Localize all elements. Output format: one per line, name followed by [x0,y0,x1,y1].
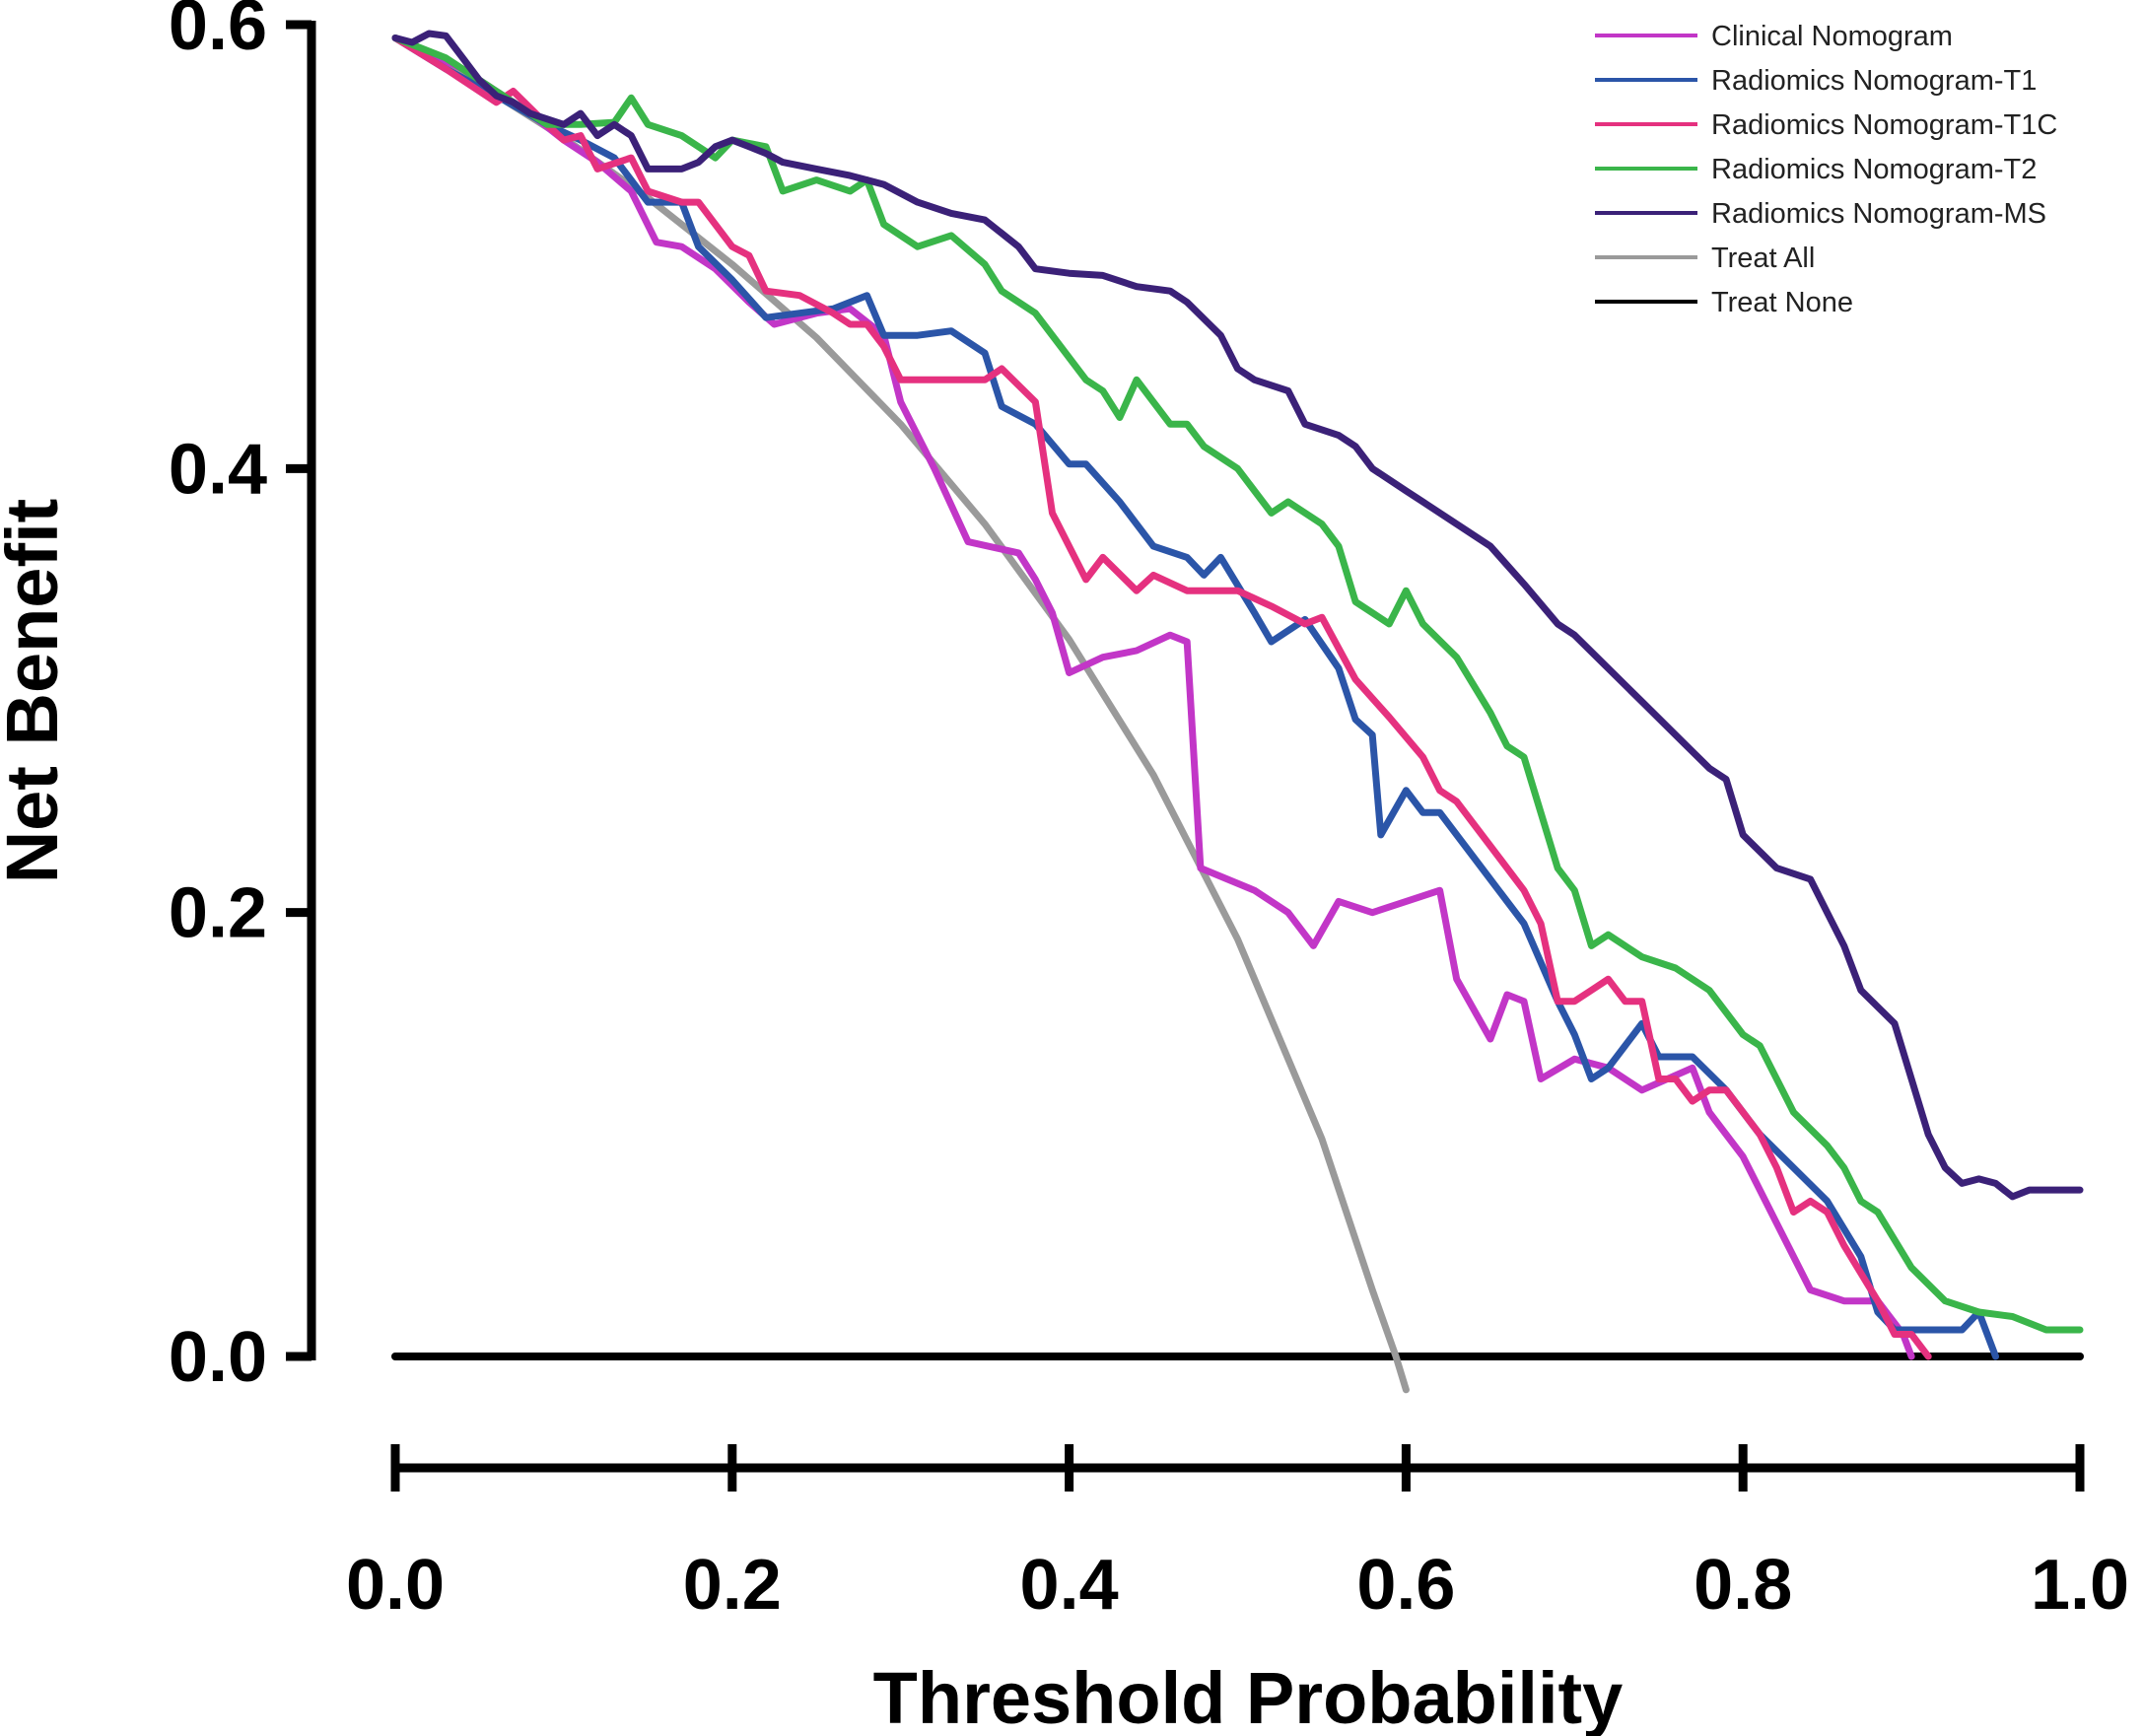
x-tick-label: 0.6 [1356,1546,1455,1625]
y-tick-label: 0.2 [169,874,267,953]
y-tick-label: 0.0 [169,1318,267,1397]
series-line-treat-all [391,35,1410,1394]
series-line-radiomics-nomogram-t1c [391,35,1932,1360]
legend-label: Treat None [1711,287,1853,318]
y-tick-label: 0.6 [169,0,267,65]
legend-label: Radiomics Nomogram-T1 [1711,65,2037,97]
axes: 0.0 0.2 0.4 0.6 0.0 0.2 0.4 0.6 0.8 1.0 [169,0,2129,1625]
y-axis-title: Net Benefit [0,499,73,884]
x-axis-title: Threshold Probability [873,1657,1624,1736]
legend-label: Radiomics Nomogram-T2 [1711,154,2037,185]
x-tick-label: 0.2 [683,1546,782,1625]
x-axis-ticks: 0.0 0.2 0.4 0.6 0.8 1.0 [346,1444,2129,1625]
series-lines [391,30,2084,1394]
x-tick-label: 0.4 [1020,1546,1119,1625]
series-line-radiomics-nomogram-t2 [391,35,2084,1334]
series-line-radiomics-nomogram-t1 [391,35,1999,1360]
x-tick-label: 1.0 [2031,1546,2129,1625]
x-tick-label: 0.0 [346,1546,445,1625]
y-tick-label: 0.4 [169,430,267,509]
legend-label: Radiomics Nomogram-T1C [1711,109,2057,141]
y-axis-ticks: 0.0 0.2 0.4 0.6 [169,0,311,1397]
legend-label: Radiomics Nomogram-MS [1711,198,2046,230]
x-tick-label: 0.8 [1694,1546,1792,1625]
series-line-clinical-nomogram [391,35,1915,1360]
legend-label: Clinical Nomogram [1711,21,1953,52]
series-line-radiomics-nomogram-ms [391,30,2084,1201]
legend: Clinical Nomogram Radiomics Nomogram-T1 Ra… [1595,21,2057,318]
legend-label: Treat All [1711,243,1815,274]
